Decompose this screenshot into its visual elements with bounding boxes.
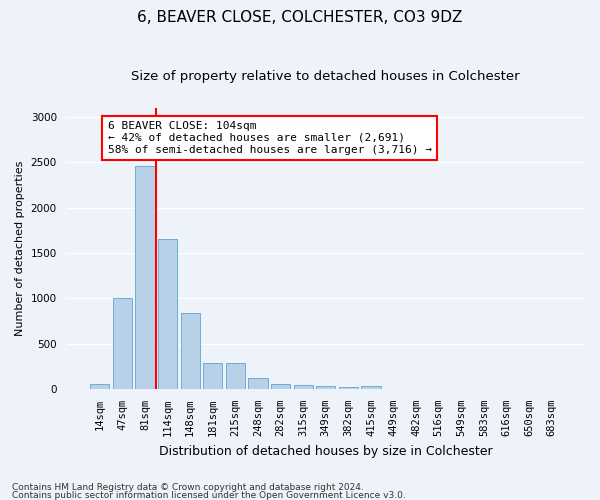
Title: Size of property relative to detached houses in Colchester: Size of property relative to detached ho… [131, 70, 520, 83]
Bar [316, 386, 335, 389]
Bar [181, 313, 200, 389]
Bar [90, 384, 109, 389]
Text: 6 BEAVER CLOSE: 104sqm
← 42% of detached houses are smaller (2,691)
58% of semi-: 6 BEAVER CLOSE: 104sqm ← 42% of detached… [107, 122, 431, 154]
Bar [226, 363, 245, 389]
Text: 6, BEAVER CLOSE, COLCHESTER, CO3 9DZ: 6, BEAVER CLOSE, COLCHESTER, CO3 9DZ [137, 10, 463, 25]
Bar [271, 384, 290, 389]
Y-axis label: Number of detached properties: Number of detached properties [15, 160, 25, 336]
Bar [293, 385, 313, 389]
Bar [361, 386, 380, 389]
X-axis label: Distribution of detached houses by size in Colchester: Distribution of detached houses by size … [159, 444, 493, 458]
Text: Contains HM Land Registry data © Crown copyright and database right 2024.: Contains HM Land Registry data © Crown c… [12, 484, 364, 492]
Bar [113, 298, 132, 389]
Bar [339, 387, 358, 389]
Bar [136, 166, 155, 389]
Bar [203, 362, 223, 389]
Bar [158, 240, 177, 389]
Text: Contains public sector information licensed under the Open Government Licence v3: Contains public sector information licen… [12, 490, 406, 500]
Bar [248, 378, 268, 389]
